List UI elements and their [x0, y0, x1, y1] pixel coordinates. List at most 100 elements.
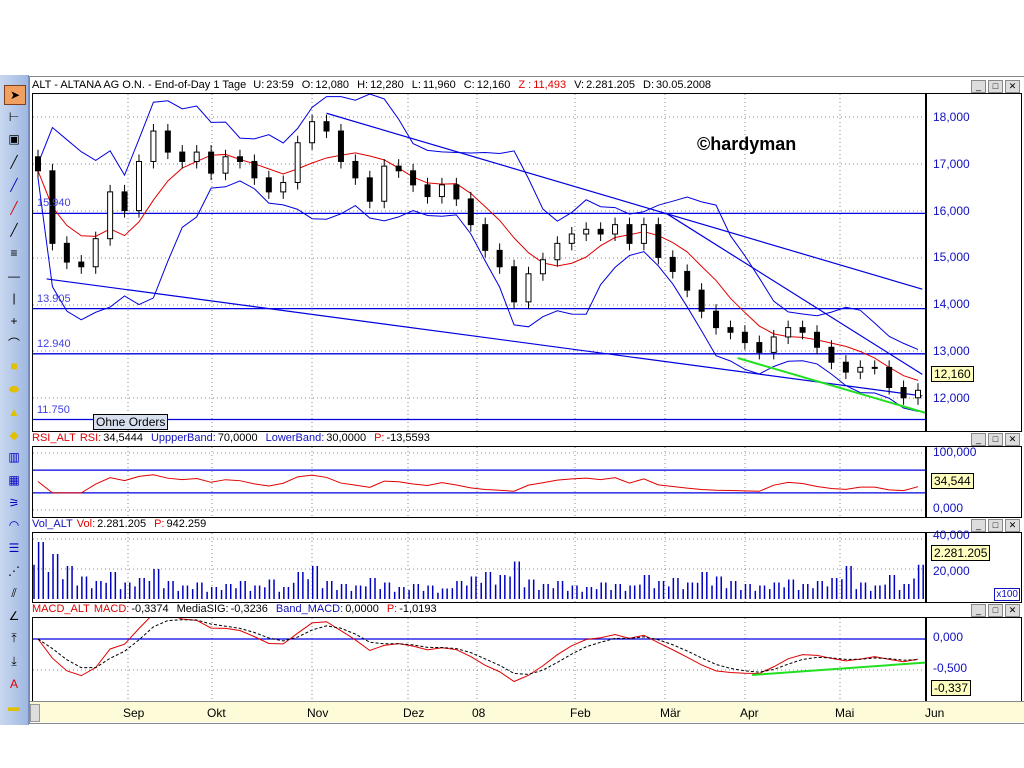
candle — [78, 261, 85, 268]
blue-line-icon[interactable]: ╱ — [10, 177, 18, 192]
cross-icon[interactable]: + — [10, 314, 18, 328]
grid-icon[interactable]: ▦ — [8, 472, 20, 487]
field-value: 12,280 — [370, 79, 404, 91]
maximize-button[interactable]: □ — [988, 80, 1003, 93]
field-label: U: — [253, 79, 265, 91]
header-field: O: 12,080 — [302, 79, 353, 91]
last-macd-tag: -0,337 — [931, 680, 972, 696]
drawing-toolbar: ➤ ⊢ ▣ ╱ ╱ ╱ ╱ ≡ — | + ⌒ ■ ⬬ ▲ ◆ ▥ ▦ ⚞ ◠ ☰ ⋰ ⫽ ∠ ⤒ ⤓ A ▬ — [0, 75, 29, 725]
field-value: 12,160 — [476, 79, 511, 91]
candle — [612, 224, 619, 235]
candle — [395, 165, 402, 172]
text-icon[interactable]: A — [9, 677, 18, 692]
columns-icon[interactable]: ▥ — [8, 450, 20, 465]
minimize-button[interactable]: _ — [971, 433, 986, 446]
red-line-icon[interactable]: ╱ — [10, 200, 18, 215]
minimize-button[interactable]: _ — [971, 519, 986, 532]
macd-chart[interactable] — [32, 613, 926, 702]
arcs-icon[interactable]: ◠ — [8, 518, 20, 533]
rsi-window-buttons: _ □ ✕ — [971, 433, 1020, 446]
macd-trendline — [752, 661, 926, 676]
macd-window-buttons: _ □ ✕ — [971, 604, 1020, 617]
field-value: 30,0000 — [326, 432, 367, 444]
macd-field: Band_MACD: 0,0000 — [276, 603, 383, 615]
pointer-icon[interactable]: ➤ — [4, 85, 26, 105]
rectangle-select-icon[interactable]: ▣ — [8, 132, 20, 147]
channel-icon[interactable]: ⫽ — [11, 585, 17, 600]
candle — [222, 156, 229, 174]
line-icon[interactable]: ╱ — [10, 155, 18, 170]
field-label: Vol: — [76, 518, 96, 530]
arrow-down-icon[interactable]: ⤓ — [11, 654, 17, 668]
candle — [597, 228, 604, 235]
rsi-field: RSI: 34,5444 — [80, 432, 147, 444]
horizontal-line-icon[interactable]: — — [8, 268, 20, 283]
candle — [453, 184, 460, 200]
trendline-icon[interactable]: ╱ — [10, 223, 18, 238]
rectangle-icon[interactable]: ■ — [10, 359, 18, 374]
month-label: Feb — [570, 706, 591, 720]
triangle-icon[interactable]: ▲ — [8, 404, 20, 419]
label-icon[interactable]: ▬ — [8, 699, 20, 714]
price-axis: 18,000 17,000 16,000 15,000 14,000 13,000 12,0… — [926, 93, 1022, 432]
trendline — [737, 357, 926, 414]
parallel-lines-icon[interactable]: ≡ — [10, 245, 18, 260]
field-label: P: — [386, 603, 398, 615]
candle — [842, 361, 849, 373]
maximize-button[interactable]: □ — [988, 519, 1003, 532]
candle — [698, 289, 705, 312]
vol-name: Vol_ALT — [32, 518, 73, 530]
vertical-line-icon[interactable]: | — [12, 291, 16, 306]
close-button[interactable]: ✕ — [1005, 433, 1020, 446]
candle — [381, 165, 388, 202]
field-label: O: — [301, 79, 314, 91]
price-tick-label: 16,000 — [933, 203, 970, 218]
trendline — [326, 112, 923, 290]
month-label: Dez — [403, 706, 425, 720]
rsi-axis: 100,000 0,000 34,544 — [926, 445, 1022, 518]
macd-axis: 0,000 -0,500 -0,337 — [926, 617, 1022, 702]
maximize-button[interactable]: □ — [988, 433, 1003, 446]
field-value: 34,5444 — [103, 432, 143, 444]
fibonacci-icon[interactable]: ☰ — [8, 541, 20, 555]
macd-header: MACD_ALT MACD: -0,3374 MediaSIG: -0,3236 Band… — [32, 602, 449, 617]
header-field: V: 2.281.205 — [574, 79, 639, 91]
arrow-up-icon[interactable]: ⤒ — [11, 631, 17, 646]
candle — [482, 224, 489, 251]
diamond-icon[interactable]: ◆ — [9, 427, 19, 442]
regression-icon[interactable]: ⋰ — [8, 563, 20, 578]
volume-chart[interactable] — [32, 532, 926, 603]
field-value: -1,0193 — [399, 603, 437, 615]
field-value: 12,080 — [315, 79, 350, 91]
vol-header: Vol_ALT Vol: 2.281.205 P: 942.259 — [32, 517, 218, 532]
rsi-header: RSI_ALT RSI: 34,5444 UppperBand: 70,0000 Lowe… — [32, 431, 442, 446]
chart-title: ALT - ALTANA AG O.N. - End-of-Day 1 Tage — [32, 79, 247, 91]
crosshair-icon[interactable]: ⊢ — [8, 109, 20, 124]
candle — [352, 160, 359, 179]
curve-icon[interactable]: ⌒ — [7, 337, 20, 352]
month-label: Mär — [660, 706, 681, 720]
angle-icon[interactable]: ∠ — [8, 609, 20, 624]
macd-line — [37, 613, 919, 683]
price-level-label: 13.905 — [37, 292, 71, 305]
field-label: L: — [411, 79, 421, 91]
rsi-chart[interactable] — [32, 446, 926, 518]
candle — [814, 331, 821, 348]
minimize-button[interactable]: _ — [971, 80, 986, 93]
candle — [799, 327, 806, 333]
price-header: ALT - ALTANA AG O.N. - End-of-Day 1 Tage… — [32, 78, 723, 93]
maximize-button[interactable]: □ — [988, 604, 1003, 617]
minimize-button[interactable]: _ — [971, 604, 986, 617]
close-button[interactable]: ✕ — [1005, 604, 1020, 617]
price-chart[interactable]: ©hardyman 15.940 13.905 12.940 11.750 Ohne … — [32, 93, 926, 432]
header-field: H: 12,280 — [357, 79, 408, 91]
ellipse-icon[interactable]: ⬬ — [8, 381, 20, 396]
fan-icon[interactable]: ⚞ — [8, 495, 20, 510]
ohne-orders-button[interactable]: Ohne Orders — [93, 414, 169, 430]
field-value: 30.05.2008 — [656, 79, 712, 91]
close-button[interactable]: ✕ — [1005, 519, 1020, 532]
close-button[interactable]: ✕ — [1005, 80, 1020, 93]
month-label: Okt — [207, 706, 226, 720]
scroll-left-button[interactable] — [30, 704, 40, 722]
candle — [655, 224, 662, 258]
